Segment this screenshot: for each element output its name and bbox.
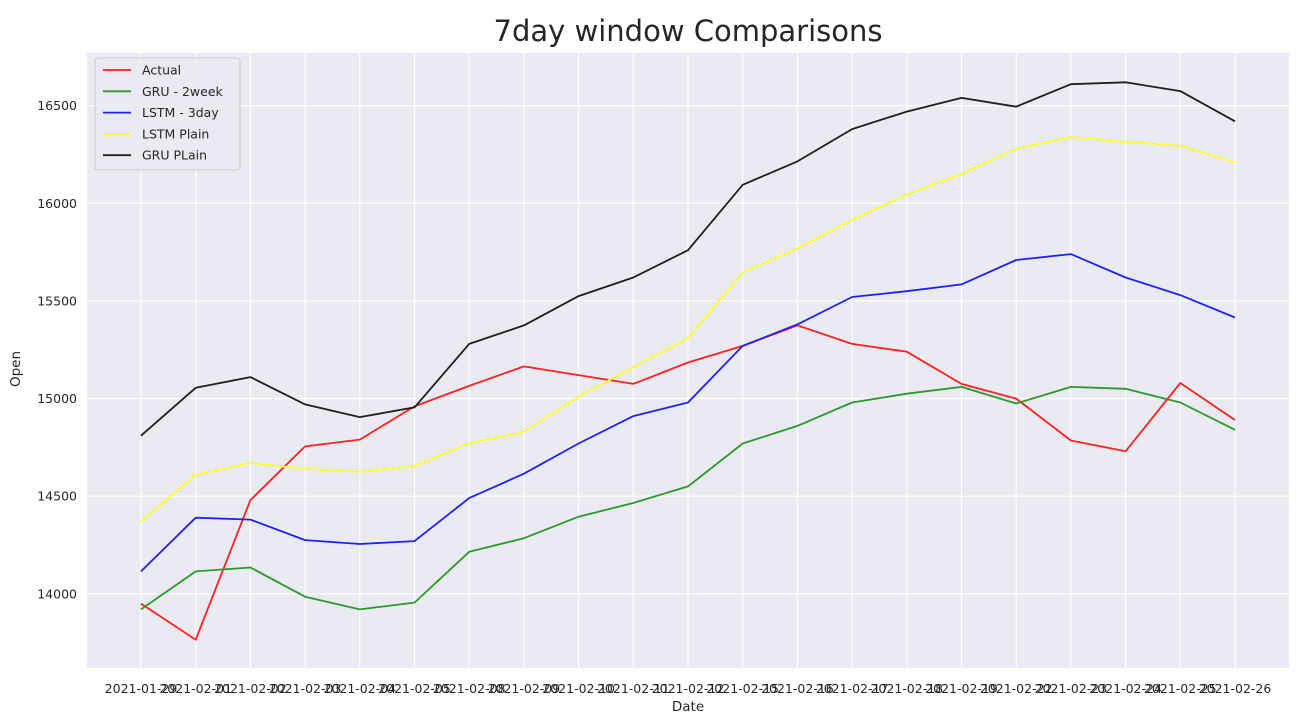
legend-label: LSTM Plain	[142, 126, 209, 141]
grid-lines	[87, 53, 1289, 668]
series-line-1	[140, 385, 1236, 611]
x-tick-label: 2021-02-10	[542, 681, 615, 696]
x-tick-label: 2021-02-19	[925, 681, 998, 696]
legend-label: GRU - 2week	[142, 84, 224, 99]
y-tick-label: 16000	[37, 196, 77, 211]
legend-label: Actual	[142, 63, 181, 78]
x-tick-label: 2021-02-26	[1199, 681, 1272, 696]
series-layer	[140, 81, 1236, 641]
x-tick-label: 2021-02-05	[378, 681, 451, 696]
chart-title: 7day window Comparisons	[494, 14, 883, 48]
y-tick-label: 14500	[37, 489, 77, 504]
x-tick-label: 2021-02-22	[980, 681, 1053, 696]
x-tick-label: 2021-02-16	[761, 681, 834, 696]
legend-box	[94, 57, 241, 171]
series-line-3	[140, 136, 1236, 523]
legend-label: LSTM - 3day	[142, 105, 219, 120]
x-tick-label: 2021-02-17	[816, 681, 889, 696]
x-tick-label: 2021-02-12	[652, 681, 725, 696]
y-axis-label: Open	[8, 351, 24, 387]
x-tick-label: 2021-02-09	[488, 681, 561, 696]
y-tick-label: 14000	[37, 586, 77, 601]
series-line-4	[140, 81, 1236, 437]
y-tick-label: 15500	[37, 293, 77, 308]
legend: Actual GRU - 2week LSTM - 3day LSTM Plain GR…	[94, 57, 241, 171]
x-tick-label: 2021-02-18	[870, 681, 943, 696]
x-tick-label: 2021-02-04	[323, 681, 396, 696]
x-tick-label: 2021-02-23	[1035, 681, 1108, 696]
y-tick-label: 16500	[37, 98, 77, 113]
series-line-2	[140, 253, 1236, 573]
legend-label: GRU PLain	[142, 148, 207, 163]
y-axis-ticks: 14000 14500 15000 15500 16000 16500	[37, 98, 77, 601]
x-tick-label: 2021-02-15	[706, 681, 779, 696]
series-line-0	[140, 324, 1236, 641]
x-tick-label: 2021-02-03	[269, 681, 342, 696]
x-tick-label: 2021-02-01	[159, 681, 232, 696]
x-tick-label: 2021-02-24	[1089, 681, 1162, 696]
x-tick-label: 2021-02-08	[433, 681, 506, 696]
x-tick-label: 2021-02-02	[214, 681, 287, 696]
y-tick-label: 15000	[37, 391, 77, 406]
x-tick-label: 2021-02-25	[1144, 681, 1217, 696]
x-tick-label: 2021-01-29	[105, 681, 178, 696]
x-axis-label: Date	[672, 699, 704, 715]
x-tick-label: 2021-02-11	[597, 681, 670, 696]
x-axis-ticks: 2021-01-292021-02-012021-02-022021-02-03…	[105, 681, 1272, 696]
